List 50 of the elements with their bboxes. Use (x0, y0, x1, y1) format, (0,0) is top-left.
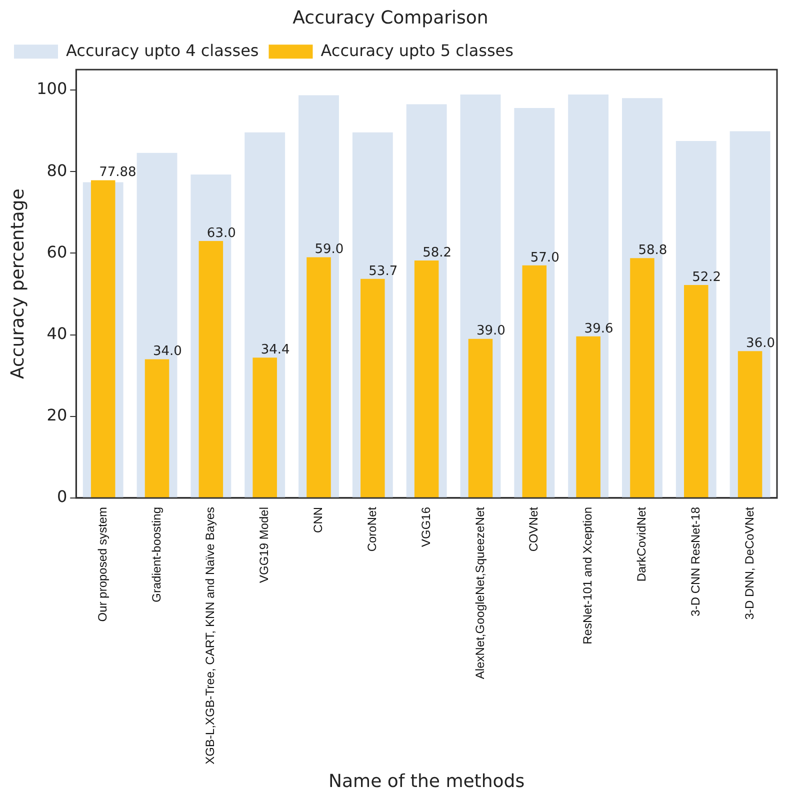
chart-title: Accuracy Comparison (292, 7, 488, 28)
data-label: 34.0 (153, 344, 182, 360)
x-tick-label: DarkCovidNet (634, 506, 649, 582)
data-label: 53.7 (368, 264, 398, 279)
data-label: 77.88 (99, 165, 136, 180)
y-tick-label: 20 (46, 406, 68, 425)
bar (414, 260, 439, 498)
data-label: 39.6 (584, 321, 614, 336)
x-tick-label: AlexNet,GoogleNet,SqueezeNet (472, 506, 487, 680)
x-tick-label: XGB-L,XGB-Tree, CART, KNN and Naïve Bayes (203, 506, 218, 764)
bar (306, 257, 331, 498)
data-label: 39.0 (476, 324, 506, 339)
x-tick-label: VGG19 Model (257, 506, 272, 584)
x-tick-label: CoroNet (364, 506, 379, 552)
bar (90, 180, 116, 498)
bar (252, 358, 277, 498)
bar (468, 338, 493, 498)
x-tick-label: 3-D CNN ResNet-18 (688, 506, 702, 616)
bar (738, 351, 762, 498)
x-tick-label: CNN (311, 506, 326, 533)
data-label: 36.0 (746, 336, 775, 351)
y-tick-label: 100 (36, 79, 68, 98)
y-tick-label: 40 (46, 324, 68, 343)
bar (198, 240, 224, 498)
y-tick-label: 0 (56, 487, 68, 506)
bar (360, 278, 385, 498)
legend-label: Accuracy upto 4 classes (66, 40, 259, 60)
data-label: 58.8 (638, 242, 668, 258)
bar (630, 258, 654, 498)
data-label: 34.4 (260, 342, 290, 358)
x-tick-label: COVNet (526, 506, 541, 552)
y-axis-title: Accuracy percentage (7, 188, 28, 379)
x-tick-label: VGG16 (418, 506, 433, 548)
bar (522, 265, 547, 498)
bar (144, 359, 170, 498)
y-tick-label: 60 (46, 242, 68, 262)
bar (576, 336, 600, 498)
data-label: 57.0 (530, 250, 560, 266)
bar (684, 285, 708, 498)
x-tick-label: Gradient-boosting (149, 506, 164, 602)
data-label: 63.0 (206, 226, 236, 241)
x-tick-label: Our proposed system (95, 506, 110, 622)
data-label: 59.0 (314, 242, 344, 258)
y-tick-label: 80 (46, 160, 68, 180)
data-label: 58.2 (422, 245, 452, 260)
x-axis-title: Name of the methods (328, 770, 525, 792)
x-tick-label: ResNet-101 and Xception (580, 506, 595, 644)
legend-label: Accuracy upto 5 classes (320, 40, 514, 60)
x-tick-label: 3-D DNN, DeCoVNet (742, 506, 756, 620)
data-label: 52.2 (692, 270, 722, 285)
